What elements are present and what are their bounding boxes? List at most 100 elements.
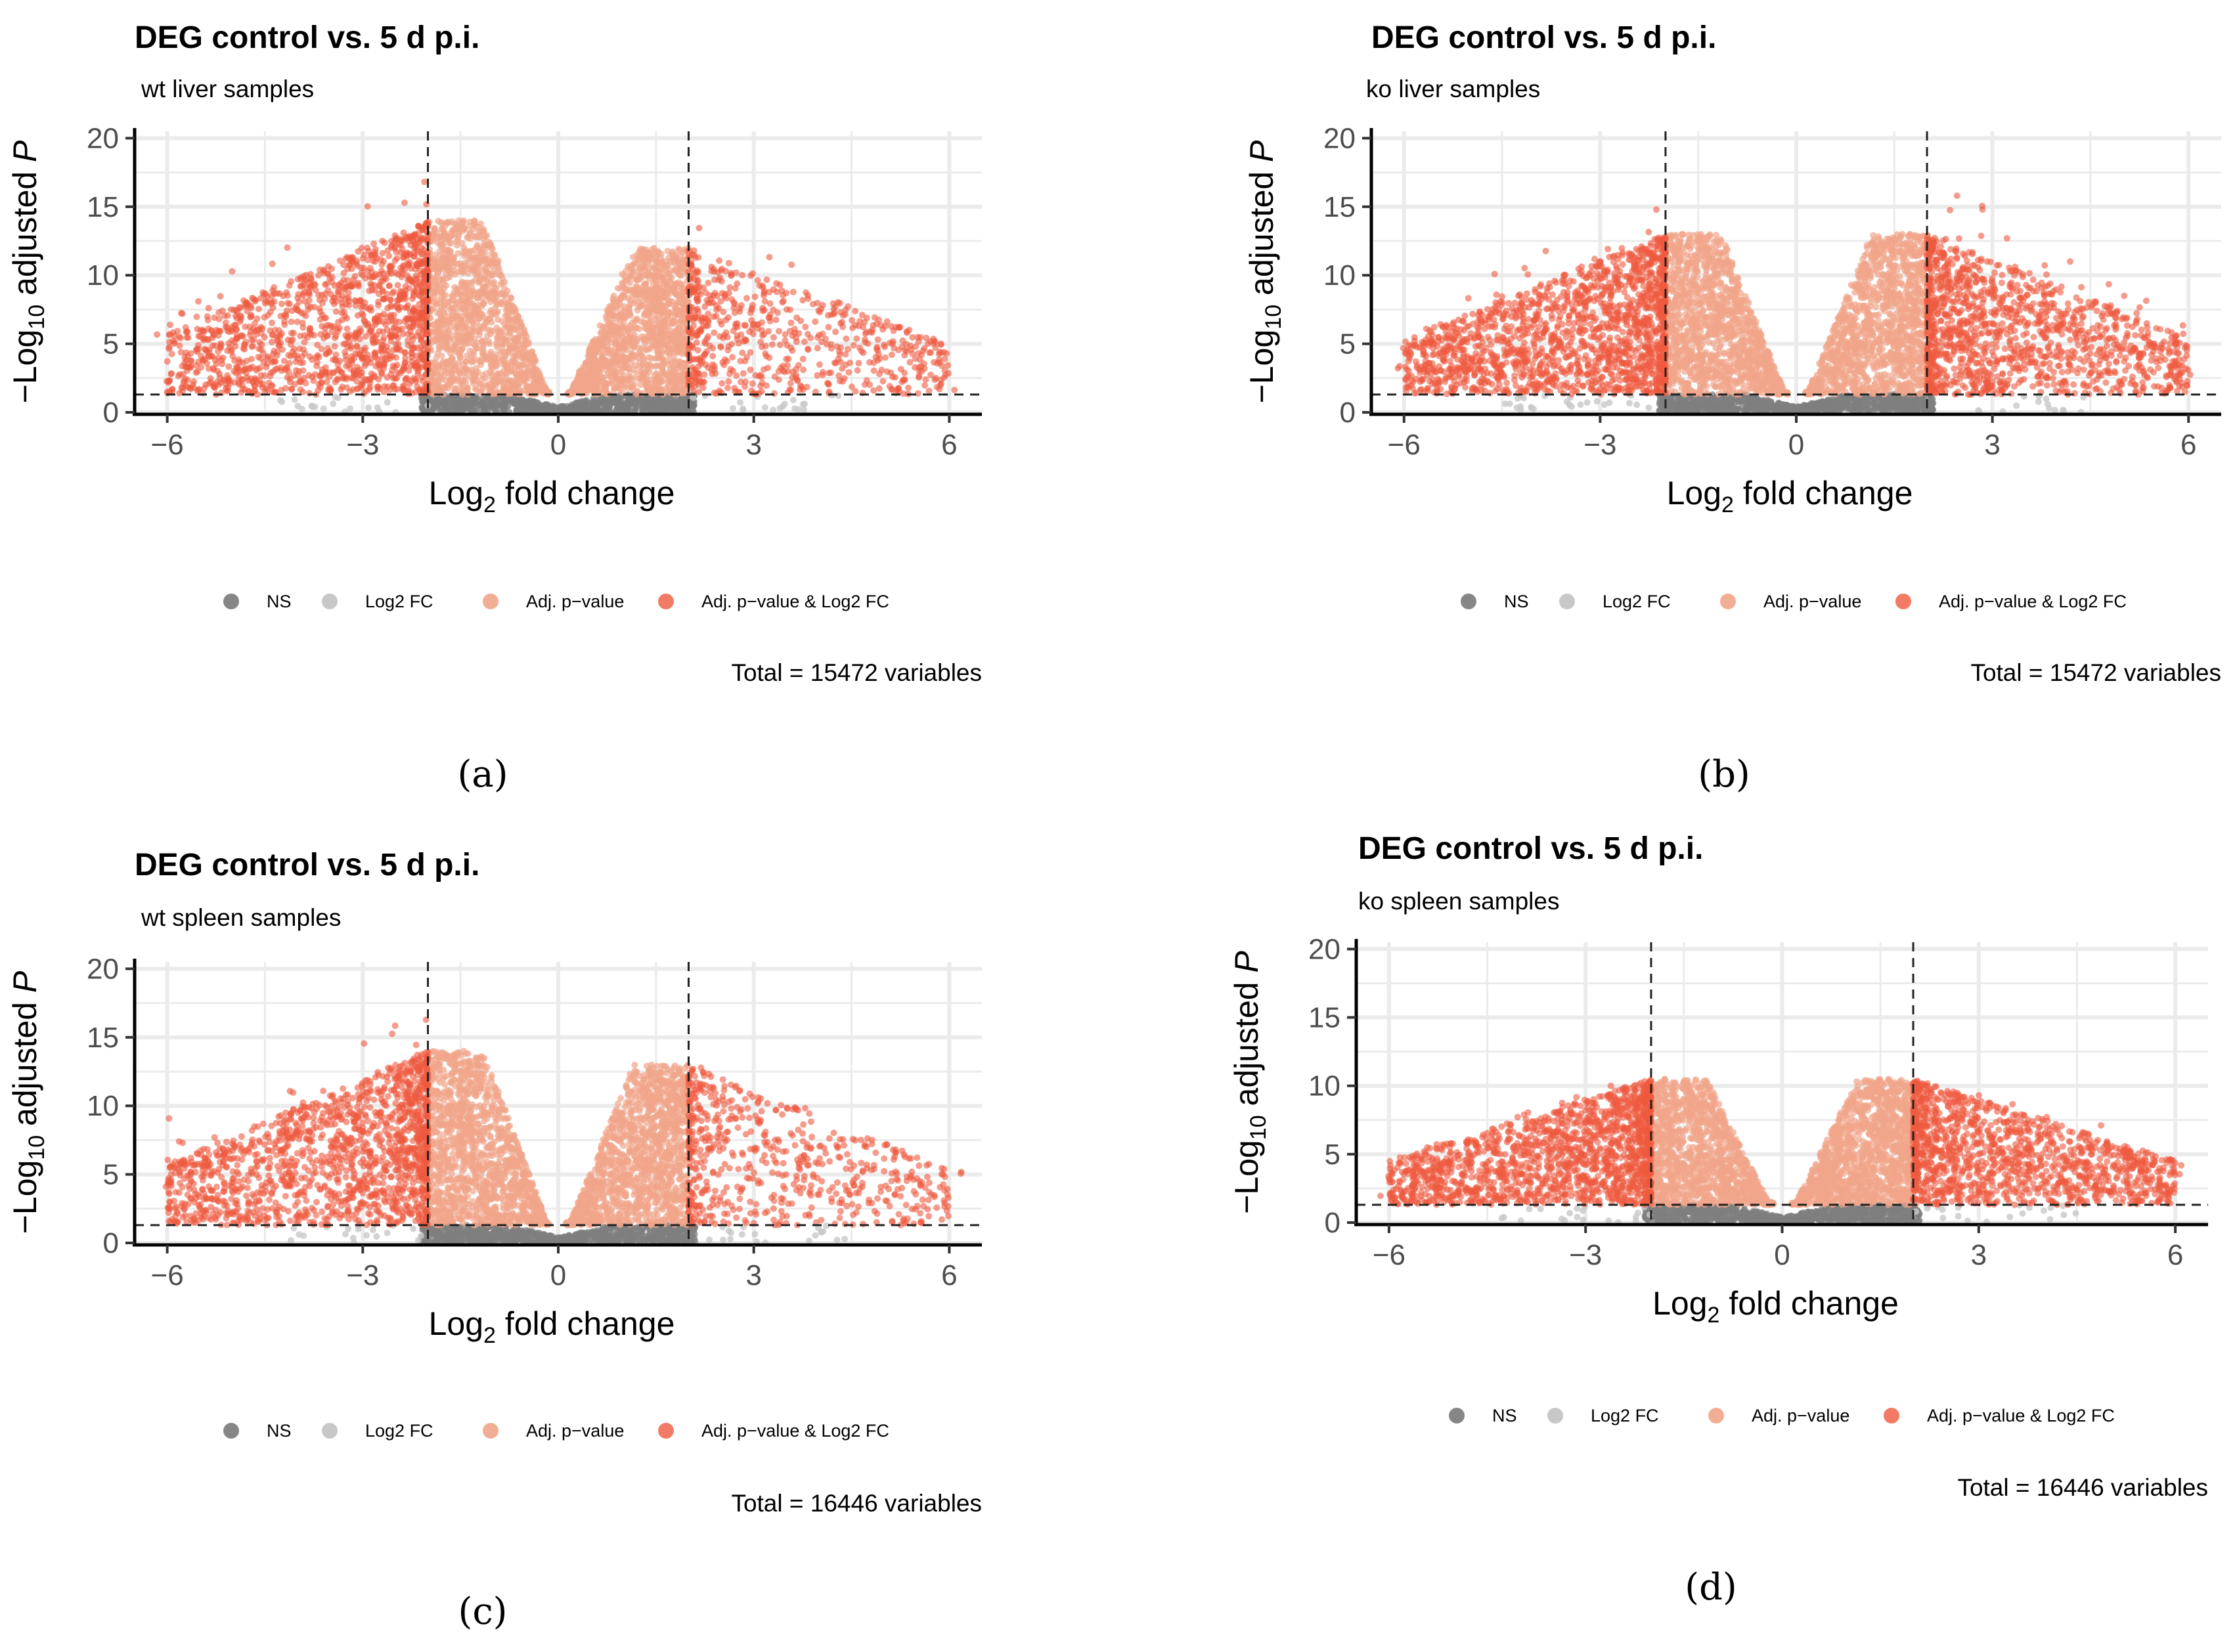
- point-adj-p-and-log2fc: [248, 313, 255, 320]
- point-adj-p-and-log2fc: [193, 362, 200, 369]
- point-adj-p-and-log2fc: [395, 345, 402, 352]
- point-adj-p-and-log2fc: [380, 250, 386, 257]
- point-adj-p: [484, 332, 491, 339]
- point-adj-p-and-log2fc: [381, 334, 387, 341]
- point-adj-p: [475, 272, 481, 279]
- point-adj-p-and-log2fc: [329, 298, 336, 305]
- point-adj-p-and-log2fc: [272, 359, 278, 365]
- point-adj-p-and-log2fc: [357, 298, 364, 305]
- point-adj-p-and-log2fc: [380, 311, 387, 317]
- point-adj-p: [487, 368, 494, 374]
- point-adj-p-and-log2fc: [414, 332, 420, 339]
- point-adj-p: [497, 370, 504, 377]
- point-adj-p: [475, 289, 481, 295]
- point-log2fc: [730, 405, 736, 412]
- point-adj-p-and-log2fc: [176, 390, 183, 397]
- point-ns: [574, 404, 581, 411]
- point-adj-p: [505, 349, 512, 355]
- point-log2fc: [321, 406, 327, 412]
- point-adj-p: [499, 275, 506, 282]
- point-adj-p: [456, 226, 463, 232]
- points: [154, 179, 958, 416]
- point-ns: [512, 401, 518, 407]
- point-adj-p-and-log2fc: [169, 351, 175, 357]
- point-adj-p-and-log2fc: [335, 319, 342, 326]
- point-adj-p-and-log2fc: [200, 390, 206, 397]
- point-adj-p-and-log2fc: [366, 306, 372, 313]
- point-adj-p-and-log2fc: [167, 322, 173, 328]
- point-adj-p-and-log2fc: [258, 324, 265, 330]
- point-adj-p-and-log2fc: [385, 270, 391, 276]
- point-adj-p-and-log2fc: [420, 378, 426, 385]
- point-adj-p-and-log2fc: [414, 359, 421, 366]
- point-adj-p: [430, 290, 437, 297]
- point-adj-p: [615, 383, 621, 390]
- point-adj-p-and-log2fc: [265, 312, 271, 318]
- point-adj-p-and-log2fc: [319, 312, 326, 318]
- point-adj-p-and-log2fc: [424, 297, 431, 304]
- point-adj-p: [465, 270, 472, 276]
- point-adj-p-and-log2fc: [255, 354, 262, 360]
- point-adj-p-and-log2fc: [408, 378, 414, 384]
- point-adj-p-and-log2fc: [316, 354, 322, 360]
- point-adj-p-and-log2fc: [378, 370, 385, 376]
- point-adj-p-and-log2fc: [232, 343, 239, 350]
- point-adj-p: [665, 292, 671, 299]
- point-adj-p: [569, 389, 576, 396]
- point-adj-p-and-log2fc: [213, 360, 220, 367]
- point-adj-p: [433, 361, 439, 368]
- point-adj-p-and-log2fc: [355, 368, 361, 374]
- point-adj-p-and-log2fc: [243, 299, 250, 306]
- point-adj-p-and-log2fc: [332, 357, 339, 364]
- point-adj-p: [600, 354, 606, 360]
- point-adj-p-and-log2fc: [399, 326, 405, 332]
- point-adj-p-and-log2fc: [346, 332, 353, 338]
- point-ns: [647, 399, 653, 406]
- point-adj-p: [667, 335, 673, 341]
- point-adj-p: [454, 345, 461, 352]
- point-adj-p: [653, 378, 660, 385]
- point-adj-p-and-log2fc: [322, 330, 328, 336]
- point-adj-p-and-log2fc: [366, 384, 373, 391]
- point-adj-p: [655, 248, 661, 255]
- point-adj-p-and-log2fc: [333, 309, 340, 315]
- point-adj-p: [636, 359, 643, 365]
- point-adj-p-and-log2fc: [378, 278, 384, 284]
- point-adj-p: [451, 259, 457, 266]
- point-adj-p: [599, 374, 606, 381]
- point-adj-p: [468, 312, 475, 318]
- point-adj-p-and-log2fc: [240, 376, 246, 383]
- point-adj-p-and-log2fc: [409, 358, 415, 364]
- point-adj-p-and-log2fc: [415, 309, 422, 316]
- point-adj-p-and-log2fc: [802, 324, 808, 330]
- point-adj-p: [596, 364, 602, 370]
- point-adj-p-and-log2fc: [329, 328, 336, 335]
- point-adj-p-and-log2fc: [403, 315, 410, 322]
- point-adj-p-and-log2fc: [322, 351, 329, 357]
- point-ns: [632, 400, 638, 406]
- point-adj-p-and-log2fc: [361, 265, 367, 271]
- point-adj-p: [459, 240, 466, 247]
- point-adj-p-and-log2fc: [351, 297, 358, 304]
- point-adj-p-and-log2fc: [357, 326, 363, 332]
- point-adj-p-and-log2fc: [271, 298, 278, 305]
- point-adj-p: [678, 372, 685, 379]
- point-adj-p-and-log2fc: [314, 341, 321, 348]
- point-adj-p-and-log2fc: [267, 370, 274, 376]
- point-adj-p-and-log2fc: [217, 380, 224, 386]
- point-adj-p: [485, 326, 491, 333]
- point-adj-p: [458, 281, 464, 288]
- point-adj-p-and-log2fc: [369, 287, 376, 293]
- point-adj-p: [460, 299, 467, 305]
- point-adj-p: [654, 345, 661, 351]
- point-adj-p-and-log2fc: [248, 343, 255, 350]
- point-ns: [640, 404, 647, 410]
- point-adj-p: [659, 364, 666, 370]
- point-adj-p-and-log2fc: [278, 301, 285, 307]
- point-adj-p-and-log2fc: [322, 364, 329, 371]
- point-ns: [620, 406, 627, 412]
- point-adj-p-and-log2fc: [284, 374, 291, 381]
- point-adj-p: [512, 349, 519, 356]
- point-adj-p: [524, 385, 531, 392]
- point-adj-p: [499, 343, 506, 349]
